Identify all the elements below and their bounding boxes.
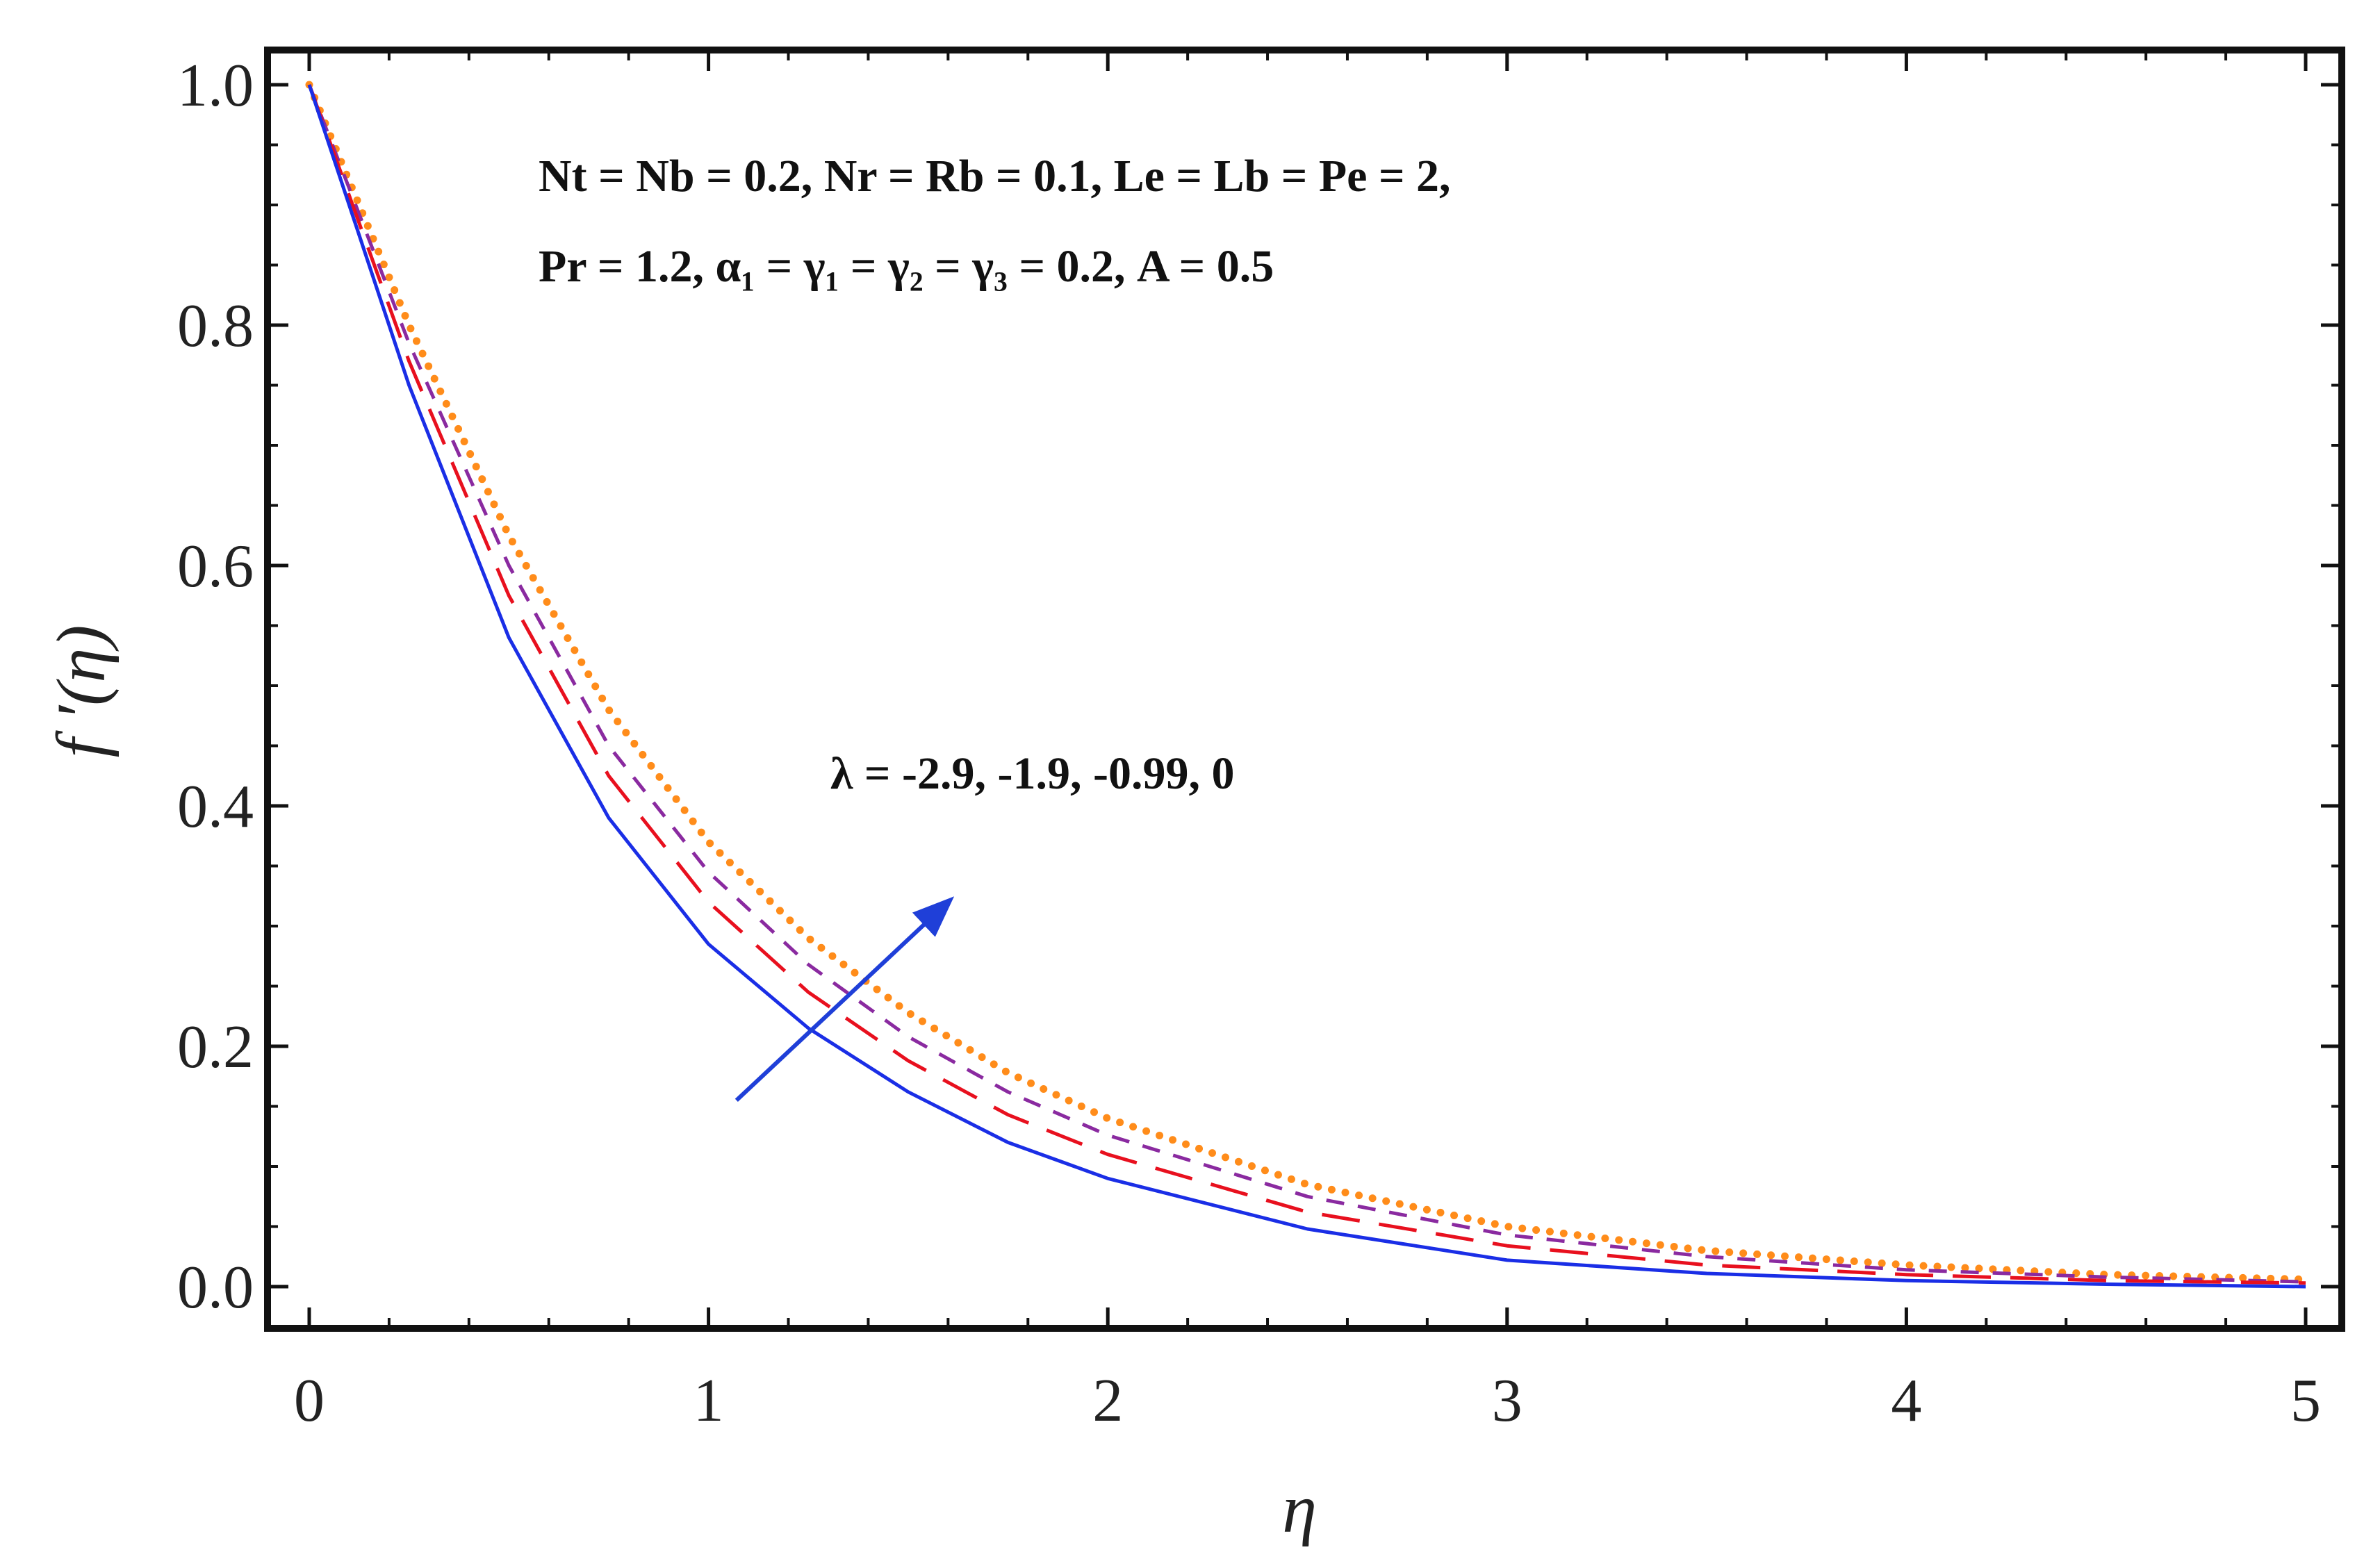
y-tick-label: 1.0	[177, 52, 254, 119]
y-tick-label: 0.0	[177, 1254, 254, 1321]
series-line-3	[305, 81, 2310, 1284]
axis-ticks	[268, 50, 2342, 1328]
series-line-1	[307, 84, 2306, 1285]
params-annotation-line2: Pr = 1.2, α₁ = γ₁ = γ₂ = γ₃ = 0.2, A = 0…	[539, 241, 1274, 292]
series-layer	[305, 81, 2310, 1289]
x-tick-label: 3	[1492, 1367, 1523, 1435]
y-tick-label: 0.2	[177, 1014, 254, 1081]
x-tick-label: 4	[1891, 1367, 1921, 1435]
increase-arrow	[734, 896, 955, 1103]
y-tick-label: 0.6	[177, 533, 254, 600]
x-tick-label: 1	[694, 1367, 724, 1435]
y-tick-labels: 0.0 0.2 0.4 0.6 0.8 1.0	[177, 52, 254, 1321]
x-tick-label: 0	[294, 1367, 325, 1435]
series-line-0	[307, 84, 2306, 1289]
y-axis-label: f ′(η)	[42, 625, 120, 758]
x-tick-label: 2	[1092, 1367, 1123, 1435]
y-tick-label: 0.8	[177, 292, 254, 360]
y-tick-label: 0.4	[177, 773, 254, 841]
x-axis-label: η	[1282, 1470, 1317, 1547]
lambda-annotation: λ = -2.9, -1.9, -0.99, 0	[830, 748, 1234, 799]
plot-frame	[264, 47, 2345, 1332]
series-line-2	[307, 84, 2306, 1284]
x-tick-labels: 0 1 2 3 4 5	[294, 1367, 2321, 1435]
x-tick-label: 5	[2290, 1367, 2321, 1435]
params-annotation-line1: Nt = Nb = 0.2, Nr = Rb = 0.1, Le = Lb = …	[539, 151, 1451, 201]
